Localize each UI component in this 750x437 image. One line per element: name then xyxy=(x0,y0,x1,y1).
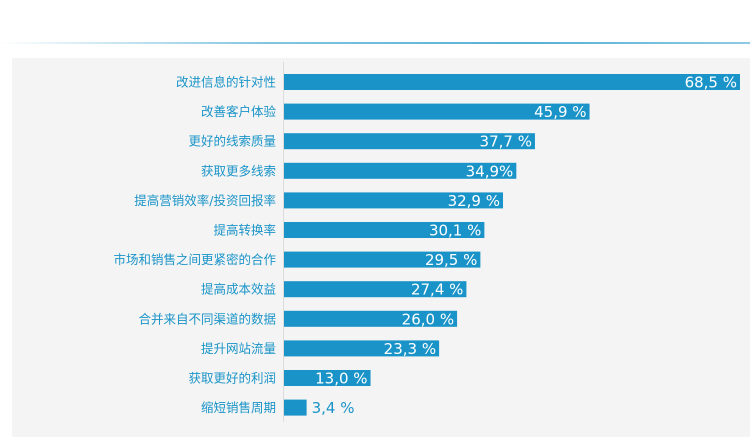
bar xyxy=(284,399,307,416)
bar xyxy=(284,281,467,298)
bar xyxy=(284,192,504,209)
value-label: 3,4 % xyxy=(312,399,355,417)
category-label: 提高成本效益 xyxy=(201,282,276,297)
value-label: 37,7 % xyxy=(480,133,532,151)
category-label: 更好的线索质量 xyxy=(188,134,276,149)
bar xyxy=(284,310,458,327)
category-label: 获取更好的利润 xyxy=(188,371,276,386)
axis-line xyxy=(283,62,284,422)
bar xyxy=(284,103,590,120)
bar xyxy=(284,222,485,238)
category-label: 提升网站流量 xyxy=(201,341,276,356)
value-label: 32,9 % xyxy=(448,192,500,210)
category-label: 合并来自不同渠道的数据 xyxy=(138,311,276,326)
category-label: 获取更多线索 xyxy=(201,163,276,178)
category-label: 缩短销售周期 xyxy=(201,400,276,415)
category-label: 改进信息的针对性 xyxy=(176,75,276,90)
value-label: 29,5 % xyxy=(425,251,477,269)
bar xyxy=(284,74,740,90)
value-label: 23,3 % xyxy=(384,340,436,358)
value-label: 13,0 % xyxy=(315,370,367,388)
value-label: 26,0 % xyxy=(402,310,454,328)
bar xyxy=(284,162,517,179)
bar xyxy=(284,133,535,150)
bar xyxy=(284,251,481,268)
value-label: 45,9 % xyxy=(534,103,586,121)
value-label: 27,4 % xyxy=(411,281,463,299)
header-band xyxy=(0,0,750,44)
value-label: 68,5 % xyxy=(685,74,737,92)
category-label: 提高营销效率/投资回报率 xyxy=(134,193,276,208)
bar xyxy=(284,340,440,357)
category-label: 市场和销售之间更紧密的合作 xyxy=(113,252,276,267)
category-label: 改善客户体验 xyxy=(201,104,277,119)
header-rule xyxy=(0,42,750,44)
value-label: 34,9% xyxy=(466,162,514,180)
chart-panel xyxy=(12,58,750,437)
category-label: 提高转换率 xyxy=(213,223,276,238)
value-label: 30,1 % xyxy=(429,222,481,240)
bar xyxy=(284,370,371,386)
